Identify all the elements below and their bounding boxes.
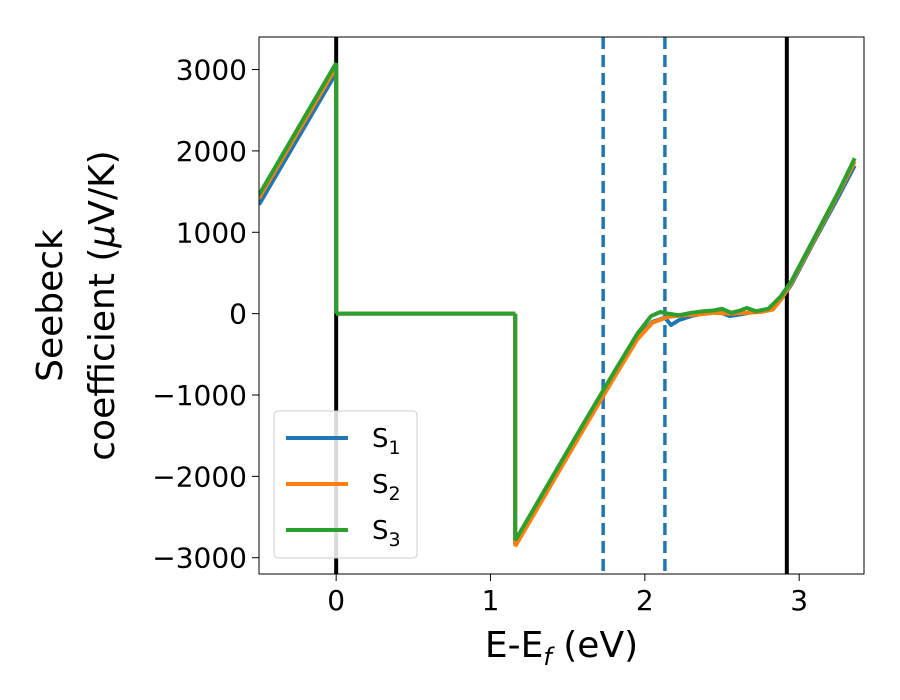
legend-label-S2: S2	[372, 470, 401, 505]
legend-label-S3: S3	[372, 516, 401, 551]
series-lines	[259, 62, 857, 548]
y-tick-label: 0	[229, 298, 247, 331]
series-S1-segment-2	[513, 164, 857, 545]
y-axis-label: Seebeck coefficient (μV/K)	[30, 150, 123, 460]
legend-label-S1: S1	[372, 424, 401, 459]
y-axis-label-mu: μ	[82, 225, 123, 249]
series-S2-segment-2	[513, 160, 857, 548]
y-axis-label-suffix: V/K)	[82, 150, 123, 224]
y-tick-label: 1000	[176, 216, 247, 249]
series-S3-segment-0	[259, 62, 338, 196]
x-axis-ticks: 0 1 2 3	[327, 574, 808, 617]
series-S3	[259, 62, 857, 542]
series-S1-segment-0	[259, 71, 338, 206]
x-tick-label: 1	[482, 584, 500, 617]
y-axis-label-line1: Seebeck	[30, 229, 71, 382]
y-tick-label: −2000	[152, 460, 247, 493]
series-S3-segment-2	[513, 157, 857, 542]
x-tick-label: 2	[636, 584, 654, 617]
plot-area-frame	[258, 36, 865, 575]
y-tick-label: 2000	[176, 135, 247, 168]
y-axis-ticks: −3000 −2000 −1000 0 1000 2000 3000	[152, 54, 259, 575]
y-tick-label: −1000	[152, 379, 247, 412]
x-tick-label: 3	[790, 584, 808, 617]
x-tick-label: 0	[327, 584, 345, 617]
y-axis-label-prefix: coefficient (	[82, 248, 123, 461]
x-axis-label: E-Ef (eV)	[485, 625, 638, 671]
y-tick-label: 3000	[176, 54, 247, 87]
y-axis-label-line2: coefficient (μV/K)	[82, 150, 123, 460]
y-tick-label: −3000	[152, 542, 247, 575]
x-axis-label-unit: (eV)	[552, 625, 638, 666]
x-axis-label-main: E-E	[485, 625, 543, 666]
legend: S1 S2 S3	[273, 410, 418, 559]
